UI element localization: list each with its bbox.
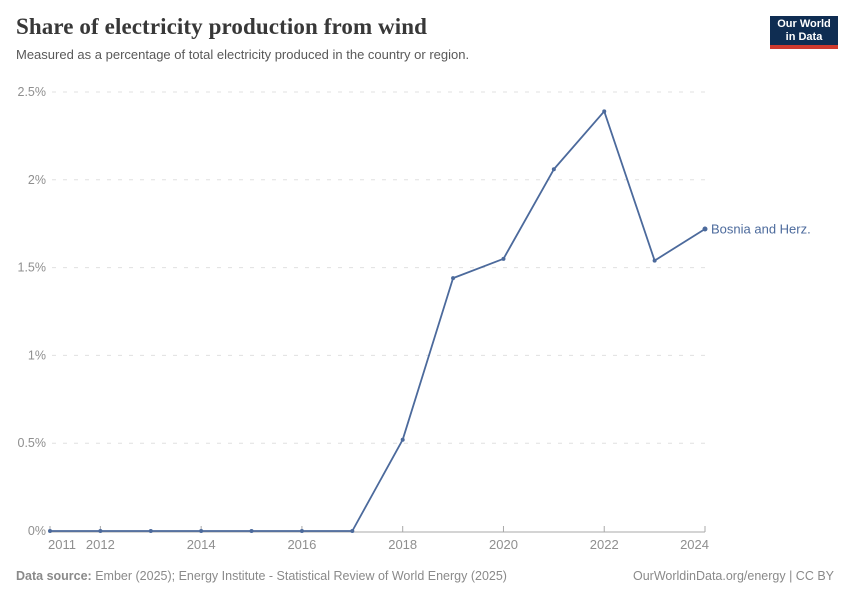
data-point bbox=[602, 109, 607, 114]
y-tick-label: 0.5% bbox=[18, 436, 47, 450]
series-end-label[interactable]: Bosnia and Herz. bbox=[711, 221, 811, 236]
data-point bbox=[501, 256, 506, 261]
data-point bbox=[350, 529, 355, 533]
data-point bbox=[199, 529, 204, 533]
x-tick-label: 2014 bbox=[187, 537, 216, 552]
owid-logo-line1: Our World bbox=[777, 17, 831, 30]
y-tick-label: 0% bbox=[28, 524, 46, 538]
data-point bbox=[148, 529, 153, 533]
data-point bbox=[249, 529, 254, 533]
owid-logo[interactable]: Our World in Data bbox=[770, 16, 838, 49]
y-tick-label: 2.5% bbox=[18, 85, 47, 99]
chart-subtitle: Measured as a percentage of total electr… bbox=[16, 47, 470, 62]
chart-header: Share of electricity production from win… bbox=[16, 14, 756, 62]
x-tick-label: 2020 bbox=[489, 537, 518, 552]
x-tick-label: 2024 bbox=[680, 537, 709, 552]
x-tick-label: 2012 bbox=[86, 537, 115, 552]
x-tick-label: 2022 bbox=[590, 537, 619, 552]
x-tick-label: 2018 bbox=[388, 537, 417, 552]
data-source-label: Data source: bbox=[16, 569, 92, 583]
chart-footer: Data source: Ember (2025); Energy Instit… bbox=[16, 569, 834, 583]
x-tick-label: 2011 bbox=[48, 537, 76, 552]
series-line bbox=[49, 110, 706, 532]
x-tick-label: 2016 bbox=[287, 537, 316, 552]
y-tick-label: 2% bbox=[28, 173, 46, 187]
data-point bbox=[551, 167, 556, 172]
owid-logo-line2: in Data bbox=[785, 30, 823, 43]
data-point bbox=[451, 276, 456, 281]
data-point bbox=[98, 529, 103, 533]
data-point bbox=[702, 226, 708, 232]
data-point bbox=[652, 258, 657, 263]
license-note[interactable]: OurWorldinData.org/energy | CC BY bbox=[632, 569, 834, 583]
data-source-note: Data source: Ember (2025); Energy Instit… bbox=[16, 569, 507, 583]
data-point bbox=[299, 529, 304, 533]
data-point bbox=[48, 529, 52, 533]
y-tick-label: 1% bbox=[28, 348, 46, 362]
data-source-text: Ember (2025); Energy Institute - Statist… bbox=[91, 569, 507, 583]
chart-title: Share of electricity production from win… bbox=[16, 14, 428, 39]
data-point bbox=[400, 437, 405, 442]
y-tick-label: 1.5% bbox=[18, 261, 47, 275]
